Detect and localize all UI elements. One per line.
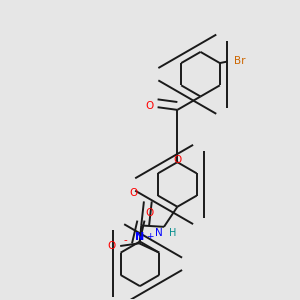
Text: +: + xyxy=(146,232,153,241)
Text: O: O xyxy=(146,208,154,218)
Text: H: H xyxy=(169,228,177,238)
Text: O: O xyxy=(173,154,182,165)
Text: Br: Br xyxy=(234,56,245,66)
Text: N: N xyxy=(134,232,144,242)
Text: O: O xyxy=(107,241,116,251)
Text: O: O xyxy=(130,188,138,198)
Text: N: N xyxy=(155,228,163,238)
Text: O: O xyxy=(145,101,153,111)
Text: -: - xyxy=(123,235,127,245)
